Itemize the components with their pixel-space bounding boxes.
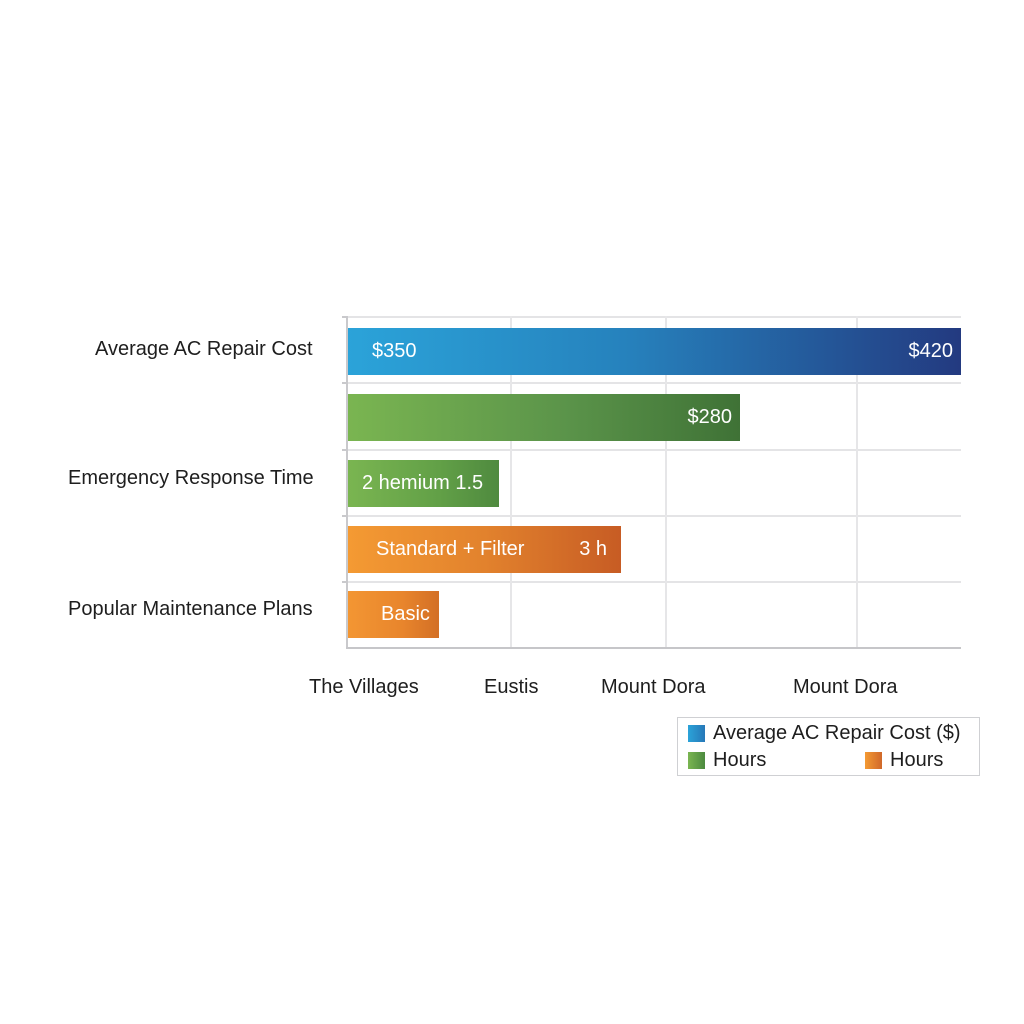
y-category-label: Emergency Response Time — [68, 467, 314, 489]
y-axis-tick — [342, 581, 347, 583]
gridline-vertical — [665, 316, 667, 648]
legend-swatch-blue — [688, 725, 705, 742]
bar-value-label: Basic — [381, 603, 430, 625]
bar-value-label: $350 — [372, 340, 417, 362]
bar-value-label: $280 — [687, 406, 733, 428]
y-axis-tick — [342, 382, 347, 384]
legend-item: Average AC Repair Cost ($) — [688, 722, 961, 745]
y-category-label: Average AC Repair Cost — [95, 338, 313, 360]
gridline-horizontal — [347, 581, 961, 583]
y-category-label: Popular Maintenance Plans — [68, 598, 313, 620]
y-axis-tick — [342, 316, 347, 318]
y-axis-tick — [342, 449, 347, 451]
legend-label: Hours — [713, 749, 767, 771]
bar-value-label: 2 hemium 1.5 — [362, 472, 484, 494]
legend-label: Hours — [890, 749, 944, 771]
gridline-horizontal — [347, 515, 961, 517]
gridline-vertical — [856, 316, 858, 648]
bar-value-label: $420 — [908, 340, 954, 362]
y-axis-tick — [342, 515, 347, 517]
gridline-vertical — [510, 316, 512, 648]
gridline-horizontal — [347, 316, 961, 318]
x-tick-label: The Villages — [309, 676, 419, 698]
legend-item: Hours — [688, 749, 766, 772]
legend-label: Average AC Repair Cost ($) — [713, 722, 961, 744]
x-tick-label: Eustis — [484, 676, 539, 698]
bar-average-ac-repair-cost: $350 $420 — [348, 328, 961, 375]
bar-standard-filter: Standard + Filter 3 h — [348, 526, 621, 573]
legend-item: Hours — [865, 749, 943, 772]
y-axis-line — [346, 316, 348, 648]
bar-value-label: Standard + Filter — [376, 538, 525, 560]
bar-value-label: 3 h — [579, 538, 607, 560]
x-axis-line — [346, 647, 961, 649]
bar-hours-280: $280 — [348, 394, 740, 441]
legend-swatch-orange — [865, 752, 882, 769]
chart-legend: Average AC Repair Cost ($) Hours Hours — [677, 717, 980, 776]
bar-emergency-response-time: 2 hemium 1.5 — [348, 460, 499, 507]
legend-swatch-green — [688, 752, 705, 769]
gridline-horizontal — [347, 382, 961, 384]
bar-basic: Basic — [348, 591, 439, 638]
x-tick-label: Mount Dora — [601, 676, 706, 698]
gridline-horizontal — [347, 449, 961, 451]
x-tick-label: Mount Dora — [793, 676, 898, 698]
